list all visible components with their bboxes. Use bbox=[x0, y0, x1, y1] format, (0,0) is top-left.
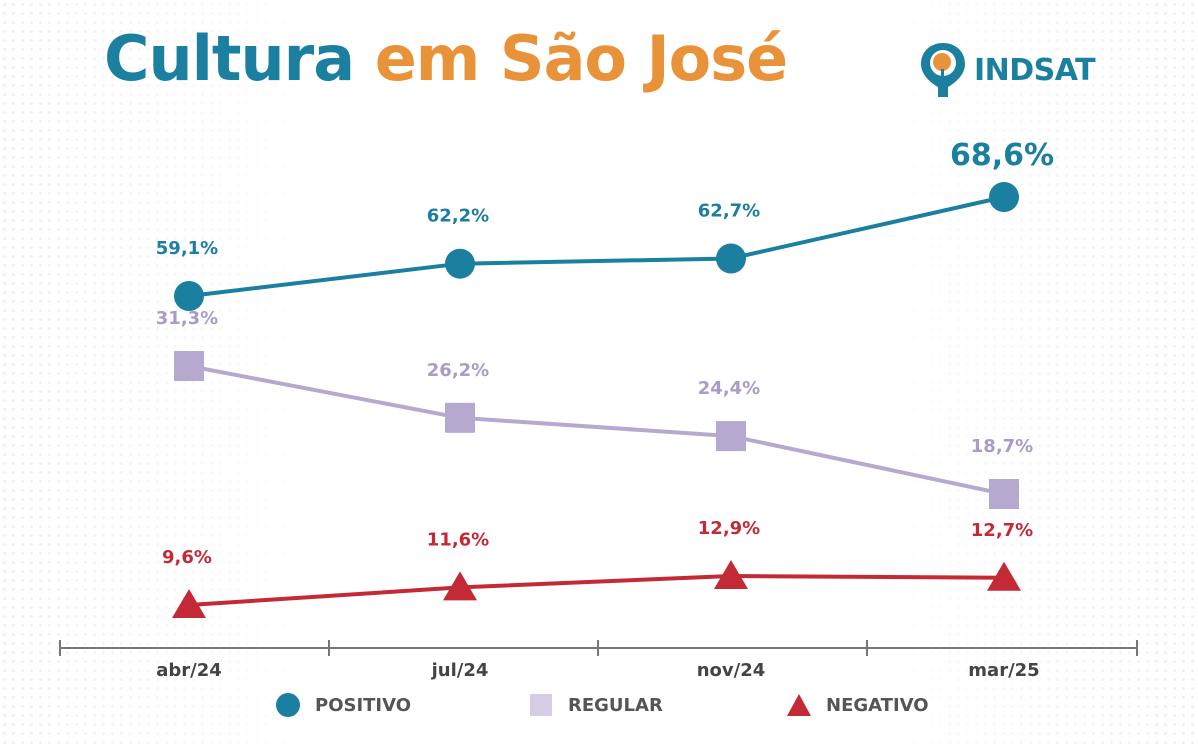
data-label-negativo-3: 12,7% bbox=[971, 520, 1033, 541]
point-positivo-3 bbox=[989, 182, 1019, 212]
data-label-regular-0: 31,3% bbox=[156, 308, 218, 329]
legend-label-negativo: NEGATIVO bbox=[826, 694, 929, 716]
legend-label-regular: REGULAR bbox=[568, 694, 663, 716]
data-label-regular-2: 24,4% bbox=[698, 378, 760, 399]
logo-text: INDSAT bbox=[974, 52, 1096, 88]
location-pin-icon bbox=[921, 43, 965, 97]
line-chart: abr/24 jul/24 nov/24 mar/25 59,1% 62,2% 62,7% 6… bbox=[59, 138, 1138, 680]
point-positivo-2 bbox=[716, 243, 746, 274]
x-tick-label-0: abr/24 bbox=[156, 660, 222, 680]
indsat-logo: INDSAT bbox=[918, 40, 1096, 100]
x-tick-label-2: nov/24 bbox=[697, 660, 766, 680]
series-line-negativo bbox=[188, 574, 1005, 607]
point-negativo-2 bbox=[714, 560, 748, 589]
x-tick-label-1: jul/24 bbox=[431, 660, 489, 680]
point-negativo-3 bbox=[987, 561, 1021, 591]
point-negativo-0 bbox=[172, 589, 206, 618]
x-tick-label-3: mar/25 bbox=[968, 660, 1039, 680]
legend-item-positivo: POSITIVO bbox=[275, 690, 411, 720]
data-label-positivo-3: 68,6% bbox=[950, 138, 1054, 173]
circle-marker-icon bbox=[276, 693, 300, 717]
data-label-positivo-1: 62,2% bbox=[427, 206, 489, 227]
point-positivo-0 bbox=[174, 281, 204, 311]
data-label-positivo-0: 59,1% bbox=[156, 238, 218, 259]
point-negativo-1 bbox=[443, 571, 477, 601]
point-positivo-1 bbox=[445, 248, 475, 279]
title-part-2: em São José bbox=[374, 22, 789, 95]
legend-item-negativo: NEGATIVO bbox=[786, 690, 929, 720]
point-regular-0 bbox=[174, 351, 204, 381]
data-label-negativo-1: 11,6% bbox=[427, 529, 489, 550]
triangle-marker-icon bbox=[787, 694, 811, 716]
data-label-regular-1: 26,2% bbox=[427, 360, 489, 381]
title-part-1: Cultura bbox=[104, 22, 355, 95]
data-label-negativo-2: 12,9% bbox=[698, 518, 760, 539]
legend-label-positivo: POSITIVO bbox=[315, 694, 412, 716]
legend: POSITIVO REGULAR NEGATIVO bbox=[0, 690, 1198, 720]
series-line-regular bbox=[188, 364, 1005, 496]
square-marker-icon bbox=[530, 694, 552, 716]
point-regular-3 bbox=[989, 479, 1019, 509]
legend-item-regular: REGULAR bbox=[528, 690, 663, 720]
point-regular-2 bbox=[716, 421, 746, 452]
point-regular-1 bbox=[445, 402, 475, 433]
page-title: Cultura em São José bbox=[104, 22, 789, 95]
data-label-regular-3: 18,7% bbox=[971, 436, 1033, 457]
data-label-positivo-2: 62,7% bbox=[698, 200, 760, 221]
data-label-negativo-0: 9,6% bbox=[162, 547, 212, 568]
series-line-positivo bbox=[188, 195, 1005, 298]
